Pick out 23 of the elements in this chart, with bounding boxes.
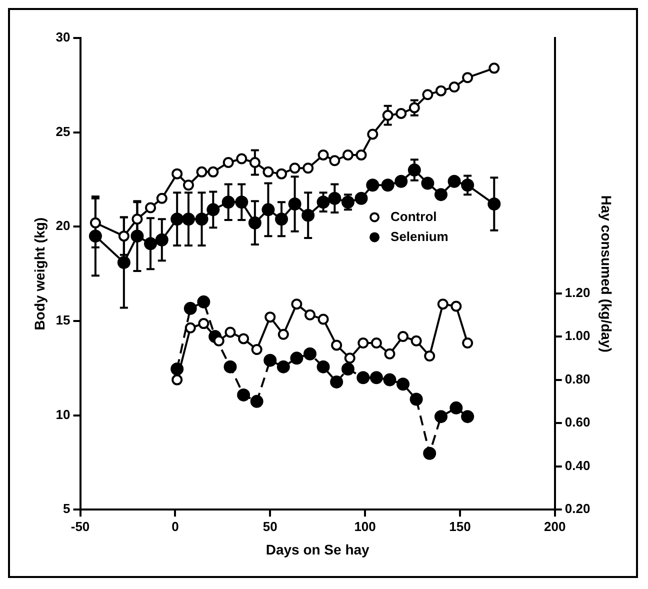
y2-tick-label: 0.80: [564, 371, 590, 386]
y-axis-title: Body weight (kg): [31, 217, 48, 330]
x-tick-label: 0: [172, 518, 179, 534]
y2-axis-title: Hay consumed (kg/day): [598, 195, 615, 352]
y-tick-label: 15: [56, 312, 70, 328]
x-tick-label: -50: [70, 518, 90, 534]
x-tick-label: 100: [354, 518, 376, 534]
y2-tick-label: 1.00: [564, 328, 590, 344]
y2-tick-label: 1.20: [564, 284, 590, 300]
y2-tick-label: 0.60: [564, 414, 590, 430]
y-tick-label: 5: [63, 501, 70, 516]
x-tick-label: 200: [544, 518, 566, 534]
legend-label: Control: [390, 208, 437, 224]
legend-label: Selenium: [390, 228, 448, 244]
y-tick-label: 25: [56, 124, 70, 139]
y2-tick-label: 0.40: [564, 458, 590, 473]
y-tick-label: 20: [56, 218, 70, 234]
y-tick-label: 30: [56, 30, 70, 45]
x-tick-label: 50: [262, 518, 278, 534]
y2-tick-label: 0.20: [564, 501, 590, 516]
x-axis-title: Days on Se hay: [266, 541, 370, 558]
y-tick-label: 10: [56, 406, 70, 422]
x-tick-label: 150: [449, 518, 471, 534]
